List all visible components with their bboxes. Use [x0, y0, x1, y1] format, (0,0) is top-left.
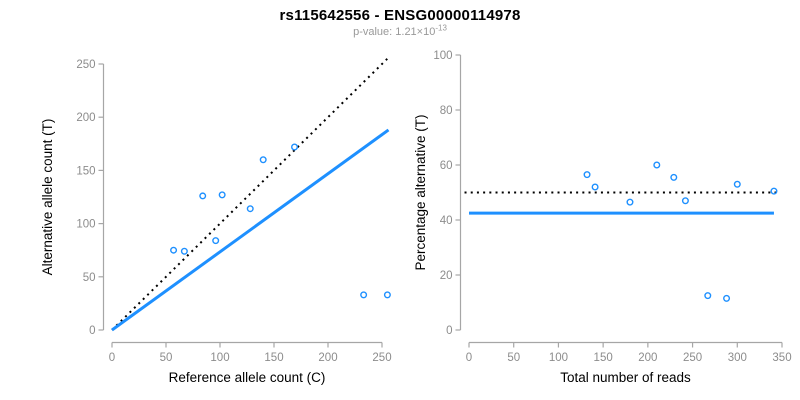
- y-axis-title: Alternative allele count (T): [40, 119, 55, 276]
- x-tick-label: 200: [318, 352, 337, 364]
- y-tick-label: 100: [76, 219, 95, 231]
- x-tick-label: 250: [372, 352, 391, 364]
- data-point: [246, 205, 254, 213]
- y-axis-title: Percentage alternative (T): [413, 114, 428, 270]
- data-point: [770, 187, 778, 195]
- data-point: [383, 291, 391, 299]
- x-tick-label: 50: [160, 352, 173, 364]
- y-tick-label: 20: [440, 270, 453, 282]
- data-point: [218, 191, 226, 199]
- data-point: [291, 143, 299, 151]
- y-tick-label: 150: [76, 165, 95, 177]
- data-point: [583, 171, 591, 179]
- x-tick-label: 50: [507, 352, 520, 364]
- data-point: [199, 192, 207, 200]
- y-tick-label: 100: [433, 50, 452, 62]
- figure-title: rs115642556 - ENSG00000114978: [279, 7, 521, 24]
- x-tick-label: 0: [109, 352, 115, 364]
- data-point: [704, 292, 712, 300]
- p-value-text: p-value: 1.21×10: [353, 26, 436, 38]
- panel-left-allele-counts-scatter: 0 50 100 150 200 250 0 50 100 150 200 250 Reference …: [40, 55, 392, 385]
- fit-line: [111, 128, 390, 332]
- p-value-exponent: -13: [435, 23, 447, 33]
- y-tick-label: 0: [446, 325, 452, 337]
- y-tick-label: 250: [76, 59, 95, 71]
- x-axis-title: Reference allele count (C): [169, 370, 326, 385]
- x-tick-label: 100: [210, 352, 229, 364]
- data-point: [733, 180, 741, 188]
- y-tick-label: 200: [76, 112, 95, 124]
- data-point: [653, 161, 661, 169]
- y-tick-label: 60: [440, 160, 453, 172]
- x-tick-label: 200: [638, 352, 657, 364]
- x-tick-label: 0: [466, 352, 472, 364]
- identity-line: [111, 55, 391, 331]
- data-point: [259, 156, 267, 164]
- y-tick-label: 50: [83, 272, 96, 284]
- data-point: [626, 198, 634, 206]
- data-point: [180, 247, 188, 255]
- x-axis-title: Total number of reads: [560, 370, 691, 385]
- x-tick-label: 150: [264, 352, 283, 364]
- x-tick-label: 100: [549, 352, 568, 364]
- data-point: [212, 237, 220, 245]
- figure-subtitle: p-value: 1.21×10-13: [0, 23, 800, 38]
- data-point: [681, 197, 689, 205]
- x-tick-label: 150: [594, 352, 613, 364]
- data-point: [591, 183, 599, 191]
- panel-right-percentage-alternative-scatter: 0 20 40 60 80 100 0 50 100 150 200 250 300 350 Total n…: [413, 50, 792, 385]
- data-point: [723, 294, 731, 302]
- data-point: [360, 291, 368, 299]
- data-point: [170, 246, 178, 254]
- y-tick-label: 0: [89, 325, 95, 337]
- y-tick-label: 80: [440, 105, 453, 117]
- x-tick-label: 250: [683, 352, 702, 364]
- x-tick-label: 350: [772, 352, 791, 364]
- y-tick-label: 40: [440, 215, 453, 227]
- data-point: [670, 173, 678, 181]
- x-tick-label: 300: [728, 352, 747, 364]
